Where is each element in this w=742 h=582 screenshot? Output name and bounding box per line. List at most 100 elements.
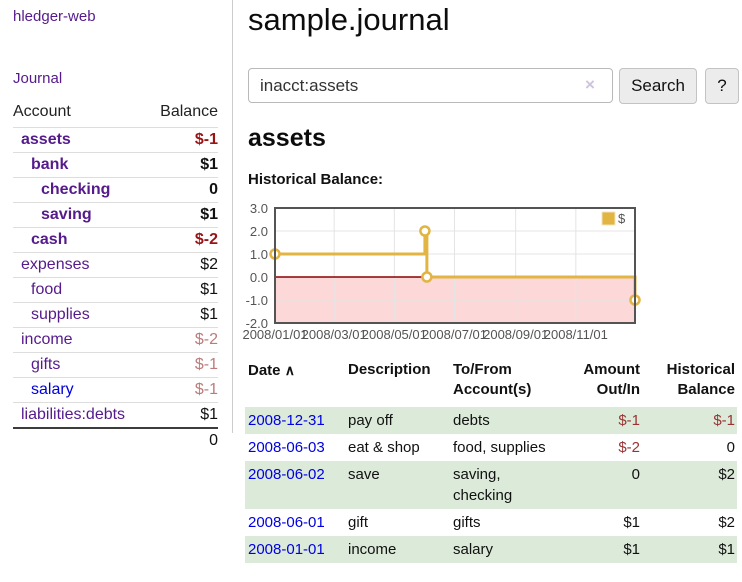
svg-text:1.0: 1.0 <box>250 247 268 262</box>
account-link-liabilities-debts[interactable]: liabilities:debts <box>21 406 126 423</box>
account-balance: $-1 <box>194 356 218 373</box>
account-link-income[interactable]: income <box>21 331 73 348</box>
account-link-food[interactable]: food <box>31 281 63 298</box>
help-button[interactable]: ? <box>705 68 739 104</box>
nav-journal-link[interactable]: Journal <box>13 70 63 87</box>
balance-column-header: Balance <box>160 103 218 120</box>
transaction-date-link[interactable]: 2008-06-02 <box>248 466 325 483</box>
transaction-balance: $1 <box>718 541 735 558</box>
transaction-amount: 0 <box>631 466 640 483</box>
account-row: salary $-1 <box>13 377 218 402</box>
account-row: supplies $1 <box>13 302 218 327</box>
register-header-row: Date ∧ Description To/From Account(s) Am… <box>245 360 737 407</box>
accounts-total-value: 0 <box>209 431 218 449</box>
search-button[interactable]: Search <box>619 68 697 104</box>
transaction-balance: $2 <box>718 466 735 483</box>
account-heading: assets <box>248 124 326 152</box>
account-balance: $-1 <box>194 381 218 398</box>
account-balance: $-2 <box>194 231 218 248</box>
svg-text:-2.0: -2.0 <box>246 316 268 331</box>
transaction-balance: $2 <box>718 514 735 531</box>
svg-text:3.0: 3.0 <box>250 201 268 216</box>
account-row: cash $-2 <box>13 227 218 252</box>
transaction-description: eat & shop <box>348 439 420 456</box>
svg-text:-1.0: -1.0 <box>246 293 268 308</box>
search-bar: × Search ? <box>248 68 742 104</box>
transaction-description: save <box>348 466 380 483</box>
account-link-bank[interactable]: bank <box>31 156 69 173</box>
account-link-salary[interactable]: salary <box>31 381 74 398</box>
svg-text:$: $ <box>618 211 626 226</box>
account-balance: $2 <box>200 256 218 273</box>
account-balance: $-1 <box>194 131 218 148</box>
register-row: 2008-06-03 eat & shop food, supplies $-2… <box>245 434 737 461</box>
transaction-description: pay off <box>348 412 393 429</box>
account-link-expenses[interactable]: expenses <box>21 256 90 273</box>
transaction-date-link[interactable]: 2008-12-31 <box>248 412 325 429</box>
svg-text:2008/01/01: 2008/01/01 <box>243 327 308 342</box>
account-row: income $-2 <box>13 327 218 352</box>
description-column-header: Description <box>348 361 431 378</box>
register-row: 2008-12-31 pay off debts $-1 $-1 <box>245 407 737 434</box>
transaction-description: gift <box>348 514 369 531</box>
account-link-cash[interactable]: cash <box>31 231 68 248</box>
transaction-amount: $1 <box>623 514 640 531</box>
account-row: gifts $-1 <box>13 352 218 377</box>
transaction-amount: $-2 <box>618 439 640 456</box>
transaction-date-link[interactable]: 2008-01-01 <box>248 541 325 558</box>
account-link-checking[interactable]: checking <box>41 181 111 198</box>
transaction-accounts: salary <box>453 541 494 558</box>
account-row: checking 0 <box>13 177 218 202</box>
chart-canvas: 3.0 2.0 1.0 0.0 -1.0 -2.02008/01/012008/03/01… <box>242 201 641 342</box>
account-row: bank $1 <box>13 152 218 177</box>
account-balance: $-2 <box>194 331 218 348</box>
app-title-link[interactable]: hledger-web <box>13 8 96 25</box>
account-row: liabilities:debts $1 <box>13 402 218 427</box>
transaction-amount: $1 <box>623 541 640 558</box>
account-balance: 0 <box>209 181 218 198</box>
transaction-balance: $-1 <box>713 412 735 429</box>
account-link-supplies[interactable]: supplies <box>31 306 90 323</box>
account-balance: $1 <box>200 306 218 323</box>
sidebar: hledger-web Journal Account Balance asse… <box>0 0 233 449</box>
transaction-date-link[interactable]: 2008-06-03 <box>248 439 325 456</box>
account-row: saving $1 <box>13 202 218 227</box>
amount-column-header: Amount Out/In <box>583 361 640 398</box>
svg-text:2008/03/01: 2008/03/01 <box>302 327 367 342</box>
chart-section-label: Historical Balance: <box>248 171 384 188</box>
transaction-accounts: saving, checking <box>453 466 513 504</box>
register-row: 2008-06-01 gift gifts $1 $2 <box>245 509 737 536</box>
balance-column-header: Historical Balance <box>666 361 735 398</box>
account-row: food $1 <box>13 277 218 302</box>
register-table: Date ∧ Description To/From Account(s) Am… <box>245 360 737 563</box>
account-row: expenses $2 <box>13 252 218 277</box>
account-balance: $1 <box>200 156 218 173</box>
transaction-description: income <box>348 541 397 558</box>
svg-text:2008/05/01: 2008/05/01 <box>362 327 427 342</box>
transaction-accounts: debts <box>453 412 490 429</box>
account-balance: $1 <box>200 281 218 298</box>
register-row: 2008-01-01 income salary $1 $1 <box>245 536 737 563</box>
transaction-balance: 0 <box>726 439 735 456</box>
transaction-amount: $-1 <box>618 412 640 429</box>
account-link-gifts[interactable]: gifts <box>31 356 61 373</box>
transaction-accounts: gifts <box>453 514 481 531</box>
transaction-accounts: food, supplies <box>453 439 546 456</box>
historical-balance-chart: 3.0 2.0 1.0 0.0 -1.0 -2.0 2008/01/01 2008/03/01… <box>242 196 742 344</box>
svg-text:2008/07/01: 2008/07/01 <box>422 327 487 342</box>
search-input[interactable] <box>248 68 613 103</box>
account-column-header: Account <box>13 103 71 120</box>
account-link-assets[interactable]: assets <box>21 131 71 148</box>
account-row: assets $-1 <box>13 127 218 152</box>
accounts-table: Account Balance assets $-1 bank $1 check… <box>13 103 218 452</box>
date-column-header[interactable]: Date ∧ <box>248 362 295 379</box>
sort-ascending-icon: ∧ <box>284 362 295 378</box>
svg-text:0.0: 0.0 <box>250 270 268 285</box>
tofrom-column-header: To/From Account(s) <box>453 361 532 398</box>
account-link-saving[interactable]: saving <box>41 206 92 223</box>
account-balance: $1 <box>200 406 218 423</box>
accounts-table-header: Account Balance <box>13 103 218 127</box>
transaction-date-link[interactable]: 2008-06-01 <box>248 514 325 531</box>
accounts-total-row: 0 <box>13 427 218 452</box>
clear-search-icon[interactable]: × <box>585 75 595 94</box>
